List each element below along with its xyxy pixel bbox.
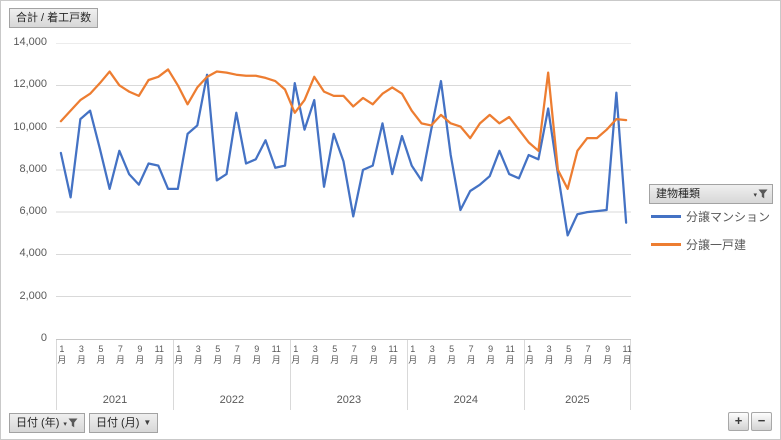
caret-down-icon: ▼ (143, 418, 152, 427)
y-tick-label: 14,000 (13, 36, 47, 48)
filter-funnel-icon (68, 418, 78, 428)
filter-dropdown-icon: ▾ (63, 418, 78, 428)
value-field-button[interactable]: 合計 / 着工戸数 (9, 8, 99, 28)
legend-field-button[interactable]: 建物種類 ▾ (649, 184, 773, 204)
y-tick-label: 2,000 (19, 289, 47, 302)
y-tick-label: 6,000 (19, 205, 47, 218)
x-axis-year-group: 1 月 3 月 5 月 7 月 9 月 11 月 2024 (406, 340, 524, 410)
y-tick-label: 12,000 (13, 78, 47, 91)
series-line-1 (59, 68, 628, 191)
year-label: 2023 (336, 394, 362, 406)
year-label: 2025 (565, 394, 590, 406)
legend-item: 分譲マンション (651, 207, 777, 225)
filter-dropdown-icon: ▾ (753, 189, 768, 199)
month-tick-label: 11 月 (622, 344, 632, 365)
plot-area (56, 43, 631, 298)
legend-line-swatch (651, 214, 681, 218)
legend: 分譲マンション 分譲一戸建 (651, 207, 777, 263)
month-tick-label: 11 月 (388, 344, 398, 365)
month-field-label: 日付 (月) (96, 417, 140, 429)
year-field-label: 日付 (年) (16, 417, 60, 429)
month-tick-label: 11 月 (271, 344, 281, 365)
y-axis: 0 2,000 4,000 6,000 8,000 10,000 12,000 14,000 (1, 36, 47, 344)
year-label: 2024 (453, 394, 479, 406)
caret-down-icon: ▾ (753, 192, 757, 199)
x-axis: 1 月 3 月 5 月 7 月 9 月 11 月 2021 1 月 3 月 5 月 7 月 9 月 11 月 2022 1 月 3 月 5 月… (56, 339, 632, 410)
series-line-0 (59, 73, 628, 237)
year-field-button[interactable]: 日付 (年) ▾ (9, 413, 85, 433)
caret-down-icon: ▾ (63, 421, 67, 428)
y-tick-label: 4,000 (19, 247, 47, 260)
legend-label: 分譲一戸建 (686, 237, 747, 252)
y-tick-label: 10,000 (13, 120, 47, 133)
x-axis-year-group: 1 月 3 月 5 月 7 月 9 月 11 月 2025 (523, 340, 632, 410)
legend-field-label: 建物種類 (656, 188, 700, 200)
legend-line-swatch (651, 242, 681, 246)
year-label: 2021 (102, 394, 128, 406)
month-tick-label: 11 月 (505, 344, 515, 365)
year-label: 2022 (219, 394, 245, 406)
legend-item: 分譲一戸建 (651, 235, 777, 253)
y-tick-label: 0 (40, 332, 47, 344)
x-axis-year-group: 1 月 3 月 5 月 7 月 9 月 11 月 2021 (56, 340, 173, 410)
expand-button[interactable]: + (728, 412, 749, 431)
month-field-button[interactable]: 日付 (月) ▼ (89, 413, 159, 433)
y-tick-label: 8,000 (19, 162, 47, 175)
x-axis-year-group: 1 月 3 月 5 月 7 月 9 月 11 月 2022 (172, 340, 290, 410)
x-axis-year-group: 1 月 3 月 5 月 7 月 9 月 11 月 2023 (289, 340, 407, 410)
month-tick-label: 11 月 (154, 344, 164, 365)
filter-funnel-icon (758, 189, 768, 199)
legend-label: 分譲マンション (686, 209, 771, 224)
collapse-button[interactable]: − (751, 412, 772, 431)
